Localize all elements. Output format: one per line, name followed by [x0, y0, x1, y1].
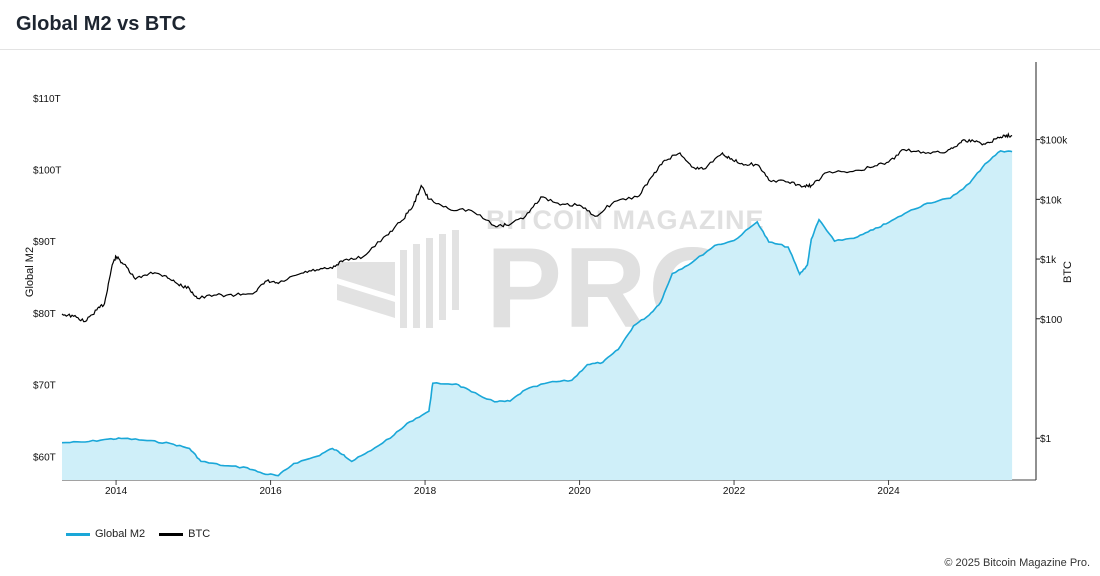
x-tick-label: 2024	[877, 486, 900, 497]
x-tick-label: 2016	[259, 486, 282, 497]
y-right-tick-label: $100k	[1040, 136, 1068, 147]
y-left-tick-label: $60T	[33, 452, 56, 463]
y-right-tick-label: $10k	[1040, 195, 1063, 206]
m2-area	[62, 150, 1013, 480]
legend-item-btc[interactable]: BTC	[159, 528, 210, 540]
x-tick-label: 2020	[568, 486, 591, 497]
legend-label-m2: Global M2	[95, 528, 146, 540]
y-left-tick-label: $90T	[33, 237, 56, 248]
chart-header: Global M2 vs BTC	[0, 0, 1100, 50]
legend: Global M2 BTC	[66, 528, 216, 540]
legend-swatch-btc	[159, 532, 184, 536]
x-tick-label: 2014	[105, 486, 128, 497]
watermark-logo-icon	[337, 230, 459, 328]
legend-item-m2[interactable]: Global M2	[66, 528, 145, 540]
chart-area[interactable]: BITCOIN MAGAZINE PRO $60T $70T $80T $90T $10…	[0, 50, 1100, 550]
chart-svg[interactable]: BITCOIN MAGAZINE PRO $60T$70T$80T$90T$10…	[0, 50, 1100, 550]
y-right-tick-label: $1	[1040, 434, 1052, 445]
copyright-footer: © 2025 Bitcoin Magazine Pro.	[944, 557, 1090, 569]
page-title: Global M2 vs BTC	[16, 13, 187, 35]
x-tick-label: 2018	[414, 486, 437, 497]
y-left-tick-label: $110T	[33, 94, 61, 105]
legend-label-btc: BTC	[188, 528, 211, 540]
y-left-tick-label: $100T	[33, 166, 61, 177]
y-left-tick-label: $70T	[33, 381, 56, 392]
watermark-top-text: BITCOIN MAGAZINE	[486, 205, 765, 235]
y-axis-left-label: Global M2	[24, 247, 36, 297]
y-axis-right-label: BTC	[1062, 261, 1074, 283]
x-tick-label: 2022	[723, 486, 746, 497]
y-right-tick-label: $100	[1040, 315, 1063, 326]
btc-line[interactable]	[61, 132, 1013, 323]
y-right-tick-label: $1k	[1040, 255, 1057, 266]
legend-swatch-m2	[66, 532, 90, 536]
m2-line[interactable]	[61, 150, 1013, 477]
y-left-tick-label: $80T	[33, 309, 56, 320]
